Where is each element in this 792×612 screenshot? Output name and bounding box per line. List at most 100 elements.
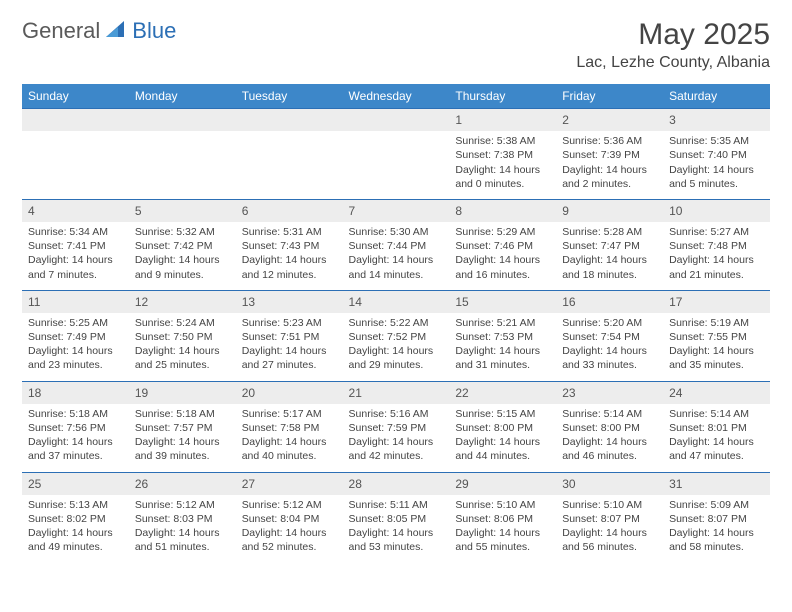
calendar-head: SundayMondayTuesdayWednesdayThursdayFrid… (22, 84, 770, 109)
day-number: 26 (129, 472, 236, 495)
day-cell: Sunrise: 5:22 AMSunset: 7:52 PMDaylight:… (343, 313, 450, 381)
sunset-text: Sunset: 8:01 PM (669, 421, 764, 435)
day-number: 31 (663, 472, 770, 495)
calendar-table: SundayMondayTuesdayWednesdayThursdayFrid… (22, 84, 770, 562)
day-number: 17 (663, 290, 770, 313)
sunset-text: Sunset: 8:07 PM (669, 512, 764, 526)
sunrise-text: Sunrise: 5:22 AM (349, 316, 444, 330)
sunrise-text: Sunrise: 5:19 AM (669, 316, 764, 330)
day-number: 4 (22, 199, 129, 222)
day-number: 16 (556, 290, 663, 313)
sunset-text: Sunset: 7:50 PM (135, 330, 230, 344)
day-cell: Sunrise: 5:13 AMSunset: 8:02 PMDaylight:… (22, 495, 129, 563)
sunset-text: Sunset: 8:00 PM (455, 421, 550, 435)
day-cell: Sunrise: 5:17 AMSunset: 7:58 PMDaylight:… (236, 404, 343, 472)
daylight-text: Daylight: 14 hours and 5 minutes. (669, 163, 764, 191)
daylight-text: Daylight: 14 hours and 42 minutes. (349, 435, 444, 463)
sunrise-text: Sunrise: 5:24 AM (135, 316, 230, 330)
sunset-text: Sunset: 7:41 PM (28, 239, 123, 253)
daynum-row: 18192021222324 (22, 381, 770, 404)
sunrise-text: Sunrise: 5:35 AM (669, 134, 764, 148)
day-cell: Sunrise: 5:16 AMSunset: 7:59 PMDaylight:… (343, 404, 450, 472)
sunrise-text: Sunrise: 5:30 AM (349, 225, 444, 239)
sunset-text: Sunset: 8:05 PM (349, 512, 444, 526)
daylight-text: Daylight: 14 hours and 47 minutes. (669, 435, 764, 463)
day-number: 22 (449, 381, 556, 404)
sunrise-text: Sunrise: 5:28 AM (562, 225, 657, 239)
sunrise-text: Sunrise: 5:27 AM (669, 225, 764, 239)
sunrise-text: Sunrise: 5:34 AM (28, 225, 123, 239)
day-number: 14 (343, 290, 450, 313)
sunset-text: Sunset: 7:47 PM (562, 239, 657, 253)
day-cell: Sunrise: 5:10 AMSunset: 8:07 PMDaylight:… (556, 495, 663, 563)
day-number: 21 (343, 381, 450, 404)
day-number: 27 (236, 472, 343, 495)
daylight-text: Daylight: 14 hours and 23 minutes. (28, 344, 123, 372)
title-block: May 2025 Lac, Lezhe County, Albania (576, 18, 770, 72)
day-cell: Sunrise: 5:29 AMSunset: 7:46 PMDaylight:… (449, 222, 556, 290)
daylight-text: Daylight: 14 hours and 58 minutes. (669, 526, 764, 554)
sunset-text: Sunset: 7:59 PM (349, 421, 444, 435)
day-cell: Sunrise: 5:11 AMSunset: 8:05 PMDaylight:… (343, 495, 450, 563)
day-number: 7 (343, 199, 450, 222)
day-cell: Sunrise: 5:28 AMSunset: 7:47 PMDaylight:… (556, 222, 663, 290)
sunset-text: Sunset: 7:39 PM (562, 148, 657, 162)
empty-cell (22, 131, 129, 199)
sunrise-text: Sunrise: 5:15 AM (455, 407, 550, 421)
daylight-text: Daylight: 14 hours and 51 minutes. (135, 526, 230, 554)
sunset-text: Sunset: 7:49 PM (28, 330, 123, 344)
day-number: 29 (449, 472, 556, 495)
daylight-text: Daylight: 14 hours and 31 minutes. (455, 344, 550, 372)
sunset-text: Sunset: 7:44 PM (349, 239, 444, 253)
sunrise-text: Sunrise: 5:25 AM (28, 316, 123, 330)
sunrise-text: Sunrise: 5:10 AM (562, 498, 657, 512)
sunset-text: Sunset: 7:43 PM (242, 239, 337, 253)
day-number: 15 (449, 290, 556, 313)
location: Lac, Lezhe County, Albania (576, 54, 770, 72)
daylight-text: Daylight: 14 hours and 9 minutes. (135, 253, 230, 281)
sunrise-text: Sunrise: 5:18 AM (28, 407, 123, 421)
day-cell: Sunrise: 5:27 AMSunset: 7:48 PMDaylight:… (663, 222, 770, 290)
day-cell: Sunrise: 5:35 AMSunset: 7:40 PMDaylight:… (663, 131, 770, 199)
daylight-text: Daylight: 14 hours and 0 minutes. (455, 163, 550, 191)
sunrise-text: Sunrise: 5:12 AM (135, 498, 230, 512)
month-title: May 2025 (576, 18, 770, 52)
daylight-text: Daylight: 14 hours and 18 minutes. (562, 253, 657, 281)
day-number: 23 (556, 381, 663, 404)
daylight-text: Daylight: 14 hours and 40 minutes. (242, 435, 337, 463)
sunrise-text: Sunrise: 5:21 AM (455, 316, 550, 330)
sunset-text: Sunset: 8:00 PM (562, 421, 657, 435)
sunrise-text: Sunrise: 5:17 AM (242, 407, 337, 421)
empty-daynum (236, 109, 343, 132)
sunset-text: Sunset: 7:52 PM (349, 330, 444, 344)
weekday-header: Tuesday (236, 84, 343, 109)
day-cell: Sunrise: 5:18 AMSunset: 7:57 PMDaylight:… (129, 404, 236, 472)
daylight-text: Daylight: 14 hours and 52 minutes. (242, 526, 337, 554)
sunset-text: Sunset: 7:54 PM (562, 330, 657, 344)
daylight-text: Daylight: 14 hours and 14 minutes. (349, 253, 444, 281)
day-number: 30 (556, 472, 663, 495)
logo: General Blue (22, 18, 176, 44)
daylight-text: Daylight: 14 hours and 27 minutes. (242, 344, 337, 372)
daylight-text: Daylight: 14 hours and 53 minutes. (349, 526, 444, 554)
sunset-text: Sunset: 8:07 PM (562, 512, 657, 526)
day-number: 6 (236, 199, 343, 222)
daylight-text: Daylight: 14 hours and 39 minutes. (135, 435, 230, 463)
content-row: Sunrise: 5:13 AMSunset: 8:02 PMDaylight:… (22, 495, 770, 563)
sunrise-text: Sunrise: 5:09 AM (669, 498, 764, 512)
daynum-row: 25262728293031 (22, 472, 770, 495)
sunset-text: Sunset: 7:38 PM (455, 148, 550, 162)
content-row: Sunrise: 5:18 AMSunset: 7:56 PMDaylight:… (22, 404, 770, 472)
sunrise-text: Sunrise: 5:23 AM (242, 316, 337, 330)
weekday-header: Sunday (22, 84, 129, 109)
daylight-text: Daylight: 14 hours and 56 minutes. (562, 526, 657, 554)
sunset-text: Sunset: 7:55 PM (669, 330, 764, 344)
day-number: 8 (449, 199, 556, 222)
sunrise-text: Sunrise: 5:38 AM (455, 134, 550, 148)
day-cell: Sunrise: 5:21 AMSunset: 7:53 PMDaylight:… (449, 313, 556, 381)
daynum-row: 45678910 (22, 199, 770, 222)
sunset-text: Sunset: 7:58 PM (242, 421, 337, 435)
day-cell: Sunrise: 5:23 AMSunset: 7:51 PMDaylight:… (236, 313, 343, 381)
weekday-header: Saturday (663, 84, 770, 109)
day-cell: Sunrise: 5:09 AMSunset: 8:07 PMDaylight:… (663, 495, 770, 563)
